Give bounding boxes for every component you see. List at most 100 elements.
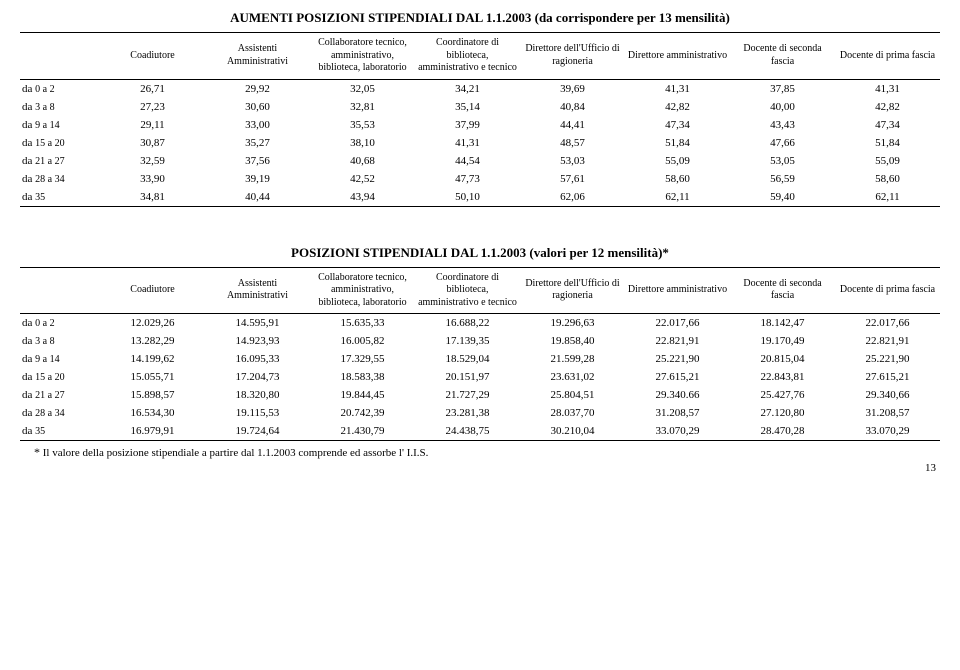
row-label: da 0 a 2 [20,314,100,332]
table2: Coadiutore Assistenti Amministrativi Col… [20,267,940,442]
cell: 23.631,02 [520,368,625,386]
page-number: 13 [20,462,940,474]
cell: 33.070,29 [625,422,730,441]
cell: 37,56 [205,152,310,170]
cell: 19.858,40 [520,332,625,350]
cell: 38,10 [310,134,415,152]
row-label: da 28 a 34 [20,404,100,422]
row-label: da 28 a 34 [20,170,100,188]
cell: 55,09 [625,152,730,170]
row-label: da 3 a 8 [20,98,100,116]
cell: 31.208,57 [625,404,730,422]
cell: 44,54 [415,152,520,170]
cell: 32,59 [100,152,205,170]
row-label: da 21 a 27 [20,386,100,404]
cell: 37,99 [415,116,520,134]
cell: 29.340,66 [835,386,940,404]
cell: 27.120,80 [730,404,835,422]
col-docente-seconda: Docente di seconda fascia [730,33,835,79]
cell: 33,00 [205,116,310,134]
cell: 30,87 [100,134,205,152]
row-label: da 15 a 20 [20,134,100,152]
table2-row: da 28 a 3416.534,3019.115,5320.742,3923.… [20,404,940,422]
row-label: da 3 a 8 [20,332,100,350]
row-label: da 9 a 14 [20,350,100,368]
cell: 22.843,81 [730,368,835,386]
cell: 15.898,57 [100,386,205,404]
cell: 24.438,75 [415,422,520,441]
cell: 16.979,91 [100,422,205,441]
cell: 22.017,66 [835,314,940,332]
cell: 29.340.66 [625,386,730,404]
col-assistenti: Assistenti Amministrativi [205,268,310,314]
cell: 35,53 [310,116,415,134]
cell: 39,69 [520,80,625,98]
col-coadiutore: Coadiutore [100,33,205,79]
table1-row: da 3534,8140,4443,9450,1062,0662,1159,40… [20,188,940,207]
cell: 47,34 [835,116,940,134]
cell: 22.821,91 [835,332,940,350]
table2-row: da 3 a 813.282,2914.923,9316.005,8217.13… [20,332,940,350]
cell: 25.221,90 [835,350,940,368]
col-assistenti: Assistenti Amministrativi [205,33,310,79]
cell: 30,60 [205,98,310,116]
cell: 29,92 [205,80,310,98]
cell: 42,82 [835,98,940,116]
cell: 21.599,28 [520,350,625,368]
col-coordinatore: Coordinatore di biblioteca, amministrati… [415,268,520,314]
col-collaboratore: Collaboratore tecnico, amministrativo, b… [310,33,415,79]
cell: 19.170,49 [730,332,835,350]
row-label: da 9 a 14 [20,116,100,134]
cell: 39,19 [205,170,310,188]
table1-row: da 3 a 827,2330,6032,8135,1440,8442,8240… [20,98,940,116]
cell: 53,05 [730,152,835,170]
cell: 35,27 [205,134,310,152]
cell: 62,11 [835,188,940,207]
cell: 21.727,29 [415,386,520,404]
cell: 59,40 [730,188,835,207]
col-label [20,33,100,79]
row-label: da 0 a 2 [20,80,100,98]
cell: 47,34 [625,116,730,134]
cell: 22.017,66 [625,314,730,332]
table2-footnote: * Il valore della posizione stipendiale … [20,445,940,460]
cell: 53,03 [520,152,625,170]
cell: 40,84 [520,98,625,116]
table2-row: da 21 a 2715.898,5718.320,8019.844,4521.… [20,386,940,404]
cell: 18.142,47 [730,314,835,332]
cell: 17.329,55 [310,350,415,368]
table1: Coadiutore Assistenti Amministrativi Col… [20,32,940,207]
cell: 29,11 [100,116,205,134]
table1-row: da 9 a 1429,1133,0035,5337,9944,4147,344… [20,116,940,134]
cell: 27.615,21 [835,368,940,386]
cell: 34,81 [100,188,205,207]
cell: 32,05 [310,80,415,98]
cell: 31.208,57 [835,404,940,422]
table2-header-row: Coadiutore Assistenti Amministrativi Col… [20,268,940,314]
cell: 48,57 [520,134,625,152]
table1-row: da 21 a 2732,5937,5640,6844,5453,0355,09… [20,152,940,170]
cell: 16.095,33 [205,350,310,368]
table1-row: da 0 a 226,7129,9232,0534,2139,6941,3137… [20,80,940,98]
cell: 16.005,82 [310,332,415,350]
cell: 18.583,38 [310,368,415,386]
cell: 22.821,91 [625,332,730,350]
cell: 21.430,79 [310,422,415,441]
col-direttore-ufficio: Direttore dell'Ufficio di ragioneria [520,33,625,79]
cell: 14.923,93 [205,332,310,350]
cell: 50,10 [415,188,520,207]
cell: 30.210,04 [520,422,625,441]
cell: 13.282,29 [100,332,205,350]
cell: 20.815,04 [730,350,835,368]
col-docente-prima: Docente di prima fascia [835,268,940,314]
table2-title: POSIZIONI STIPENDIALI DAL 1.1.2003 (valo… [20,245,940,261]
cell: 25.221,90 [625,350,730,368]
cell: 40,44 [205,188,310,207]
cell: 62,06 [520,188,625,207]
cell: 40,68 [310,152,415,170]
cell: 25.427,76 [730,386,835,404]
cell: 43,94 [310,188,415,207]
cell: 16.688,22 [415,314,520,332]
cell: 19.844,45 [310,386,415,404]
cell: 18.529,04 [415,350,520,368]
